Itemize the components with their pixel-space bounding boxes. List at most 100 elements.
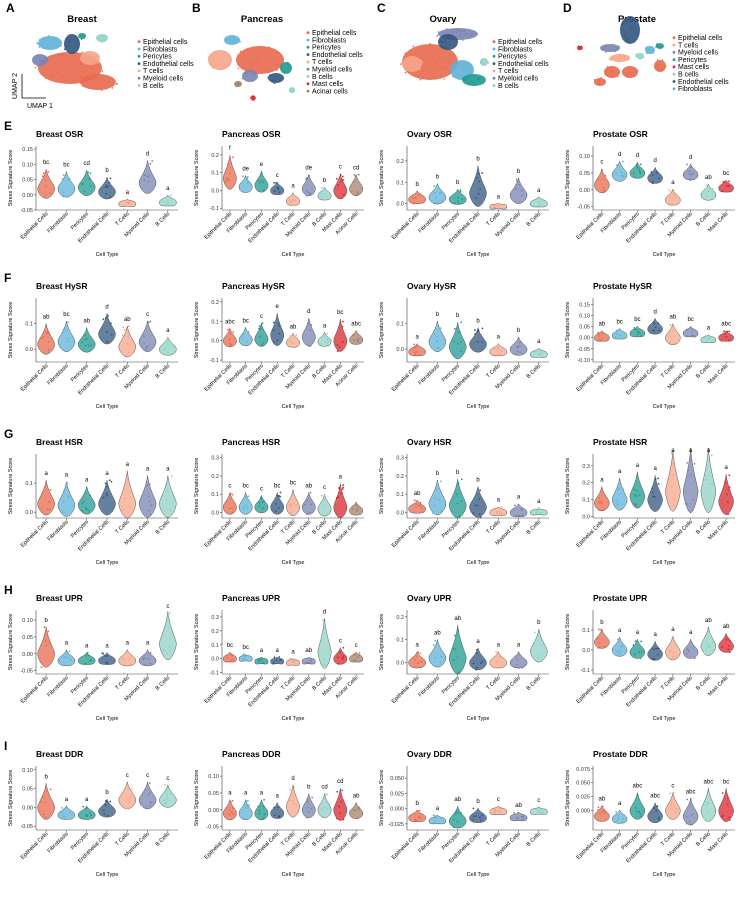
violin-point [126, 343, 129, 345]
significance-letter: ab [454, 797, 461, 803]
violin-point [639, 172, 642, 174]
violin-point [686, 335, 688, 338]
violin-point [247, 330, 250, 333]
violin-point [711, 483, 714, 485]
violin-point [358, 338, 361, 341]
legend-swatch [306, 45, 310, 49]
violin-point [689, 823, 692, 826]
violin-point [633, 503, 636, 505]
umap-point [49, 63, 52, 66]
umap-cluster-b [480, 58, 488, 66]
violin-point [61, 811, 64, 814]
umap-point [41, 42, 43, 45]
violin-t [489, 343, 508, 357]
panel-letter: A [6, 1, 15, 15]
violin-point [341, 340, 344, 343]
violin-point [308, 322, 310, 324]
y-tick-label: -0.05 [20, 669, 33, 675]
chart-title: Prostate OSR [593, 129, 648, 139]
y-tick-label: 0.025 [390, 791, 404, 797]
violin-point [413, 202, 416, 205]
violin-point [292, 502, 295, 504]
violin-point [479, 516, 482, 519]
violin-point [352, 809, 355, 812]
violin-point [82, 500, 85, 503]
umap-point [416, 64, 418, 66]
violin-point [671, 202, 673, 205]
violin-point [703, 817, 706, 820]
y-axis-label: Stress Signature Score [194, 302, 200, 359]
x-tick-label: T Cells [114, 675, 130, 691]
umap-point [268, 46, 271, 49]
umap-point [580, 45, 583, 48]
umap-point [238, 81, 240, 84]
legend-swatch [672, 50, 676, 54]
violin-point [618, 487, 620, 490]
x-axis-label: Cell Type [282, 560, 305, 566]
violin-point [105, 192, 108, 195]
legend-entry: Mast cells [312, 81, 344, 88]
violin-point [243, 655, 246, 658]
chart-title: Ovary OSR [407, 129, 452, 139]
violin-point [668, 189, 671, 192]
violin-point [245, 799, 248, 802]
umap-point [617, 61, 620, 63]
violin-point [692, 498, 694, 501]
violin-point [166, 798, 168, 801]
significance-letter: ab [723, 624, 730, 630]
x-tick-label: Pericytes [70, 363, 90, 383]
violin-point [477, 329, 480, 331]
umap-point [626, 75, 628, 78]
violin-point [538, 508, 541, 511]
violin-pericytes [254, 170, 269, 193]
violin-point [149, 513, 152, 516]
x-tick-label: B Cells [526, 675, 543, 692]
y-tick-label: 0.3 [211, 615, 219, 621]
violin-b [159, 475, 177, 518]
violin-t [118, 781, 137, 810]
violin-point [620, 650, 623, 653]
violin-point [105, 331, 108, 333]
umap-point [53, 38, 55, 40]
violin-point [419, 817, 422, 820]
violin-point [499, 807, 501, 810]
significance-letter: bc [723, 779, 729, 785]
significance-letter: abc [650, 794, 660, 800]
violin-point [85, 813, 88, 816]
violin-point [289, 663, 292, 666]
violin-point [306, 797, 309, 800]
umap-point [244, 72, 247, 75]
violin-point [434, 191, 436, 194]
violin-point [414, 346, 417, 349]
umap-point [267, 71, 269, 74]
violin-point [110, 480, 113, 483]
umap-point [626, 57, 629, 60]
violin-point [456, 502, 459, 505]
y-tick-label: 0.1 [582, 628, 590, 634]
x-tick-label: Fibroblasts [418, 211, 441, 234]
chart-title: Prostate HySR [593, 281, 652, 291]
significance-letter: cd [353, 165, 359, 171]
umap-point [606, 65, 609, 68]
violin-point [277, 188, 280, 191]
violin-myeloid [509, 503, 528, 518]
legend-swatch [306, 82, 310, 86]
legend-swatch [492, 69, 496, 73]
legend-entry: Mast cells [678, 64, 710, 71]
umap-point [225, 42, 228, 44]
violin-point [144, 348, 147, 351]
violin-endothelial [98, 798, 116, 818]
umap-point [452, 75, 454, 78]
violin-point [598, 335, 601, 337]
violin-point [45, 816, 47, 819]
violin-t [489, 506, 508, 516]
violin-point [728, 640, 731, 642]
violin-point [143, 664, 146, 666]
umap-point [65, 62, 68, 65]
violin-point [44, 179, 47, 182]
violin-point [164, 784, 167, 786]
umap-point [283, 70, 286, 73]
violin-point [479, 489, 482, 492]
x-tick-label: T Cells [660, 519, 676, 535]
violin-t [118, 326, 137, 358]
